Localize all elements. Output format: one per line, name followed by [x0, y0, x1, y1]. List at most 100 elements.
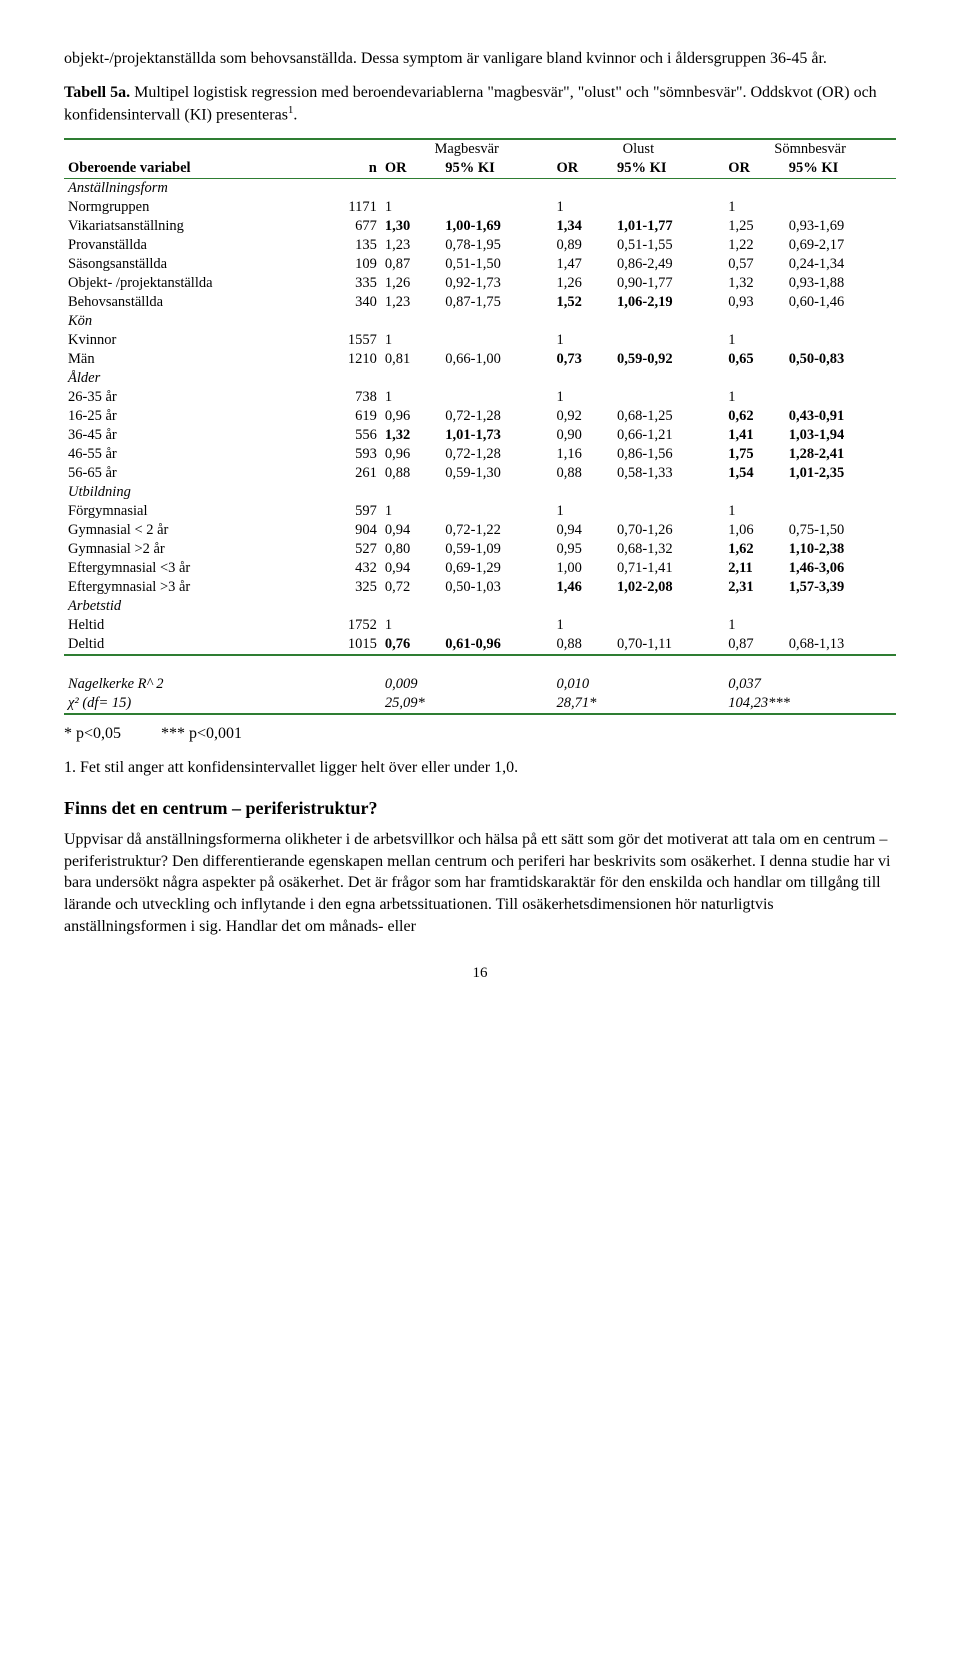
table-cell: 593 — [316, 445, 381, 464]
table-cell: 0,69-1,29 — [441, 559, 552, 578]
table-cell: 0,71-1,41 — [613, 559, 724, 578]
stats-value-cell: 0,037 — [724, 675, 896, 694]
table-cell: 1,00 — [553, 559, 613, 578]
stats-label-cell: Nagelkerke R^ 2 — [64, 675, 316, 694]
table-cell: 0,59-1,30 — [441, 464, 552, 483]
table-cell: 1557 — [316, 331, 381, 350]
table-row: 46-55 år5930,960,72-1,281,160,86-1,561,7… — [64, 445, 896, 464]
table-cell: Deltid — [64, 635, 316, 655]
table-cell: 0,72 — [381, 578, 441, 597]
stats-value-cell: 28,71* — [553, 694, 725, 714]
table-cell: 0,70-1,26 — [613, 521, 724, 540]
table-cell: 1 — [381, 198, 441, 217]
table-cell: 1,26 — [381, 274, 441, 293]
table-cell — [316, 675, 381, 694]
table-cell: 0,73 — [553, 350, 613, 369]
table-cell — [441, 616, 552, 635]
table-header-group-row: Magbesvär Olust Sömnbesvär — [64, 139, 896, 159]
table-cell: 1,32 — [724, 274, 784, 293]
table-cell: 0,96 — [381, 445, 441, 464]
table-cell: 1,16 — [553, 445, 613, 464]
table-cell: 0,93 — [724, 293, 784, 312]
table-cell: 1171 — [316, 198, 381, 217]
table-label: Tabell 5a. — [64, 84, 130, 101]
table-cell: 904 — [316, 521, 381, 540]
table-stats-row: Nagelkerke R^ 20,0090,0100,037 — [64, 675, 896, 694]
table-cell: 46-55 år — [64, 445, 316, 464]
header-or-1: OR — [381, 159, 441, 179]
table-cell: 597 — [316, 502, 381, 521]
header-ki-3: 95% KI — [785, 159, 896, 179]
table-cell: 16-25 år — [64, 407, 316, 426]
table-cell: 1 — [553, 616, 613, 635]
table-cell: 1,54 — [724, 464, 784, 483]
table-cell: 0,90-1,77 — [613, 274, 724, 293]
table-cell: 1,41 — [724, 426, 784, 445]
table-cell — [613, 331, 724, 350]
table-cell: 0,68-1,25 — [613, 407, 724, 426]
table-cell: 0,87-1,75 — [441, 293, 552, 312]
table-row: Eftergymnasial <3 år4320,940,69-1,291,00… — [64, 559, 896, 578]
table-cell: 56-65 år — [64, 464, 316, 483]
table-cell: 0,69-2,17 — [785, 236, 896, 255]
table-cell: 1,52 — [553, 293, 613, 312]
table-cell: 0,66-1,21 — [613, 426, 724, 445]
table-cell: 0,62 — [724, 407, 784, 426]
table-cell: 36-45 år — [64, 426, 316, 445]
table-cell — [441, 502, 552, 521]
header-var: Oberoende variabel — [64, 159, 316, 179]
table-cell: Gymnasial < 2 år — [64, 521, 316, 540]
table-cell: 0,65 — [724, 350, 784, 369]
table-cell: 0,96 — [381, 407, 441, 426]
table-cell — [785, 331, 896, 350]
table-cell: 0,58-1,33 — [613, 464, 724, 483]
table-cell: 0,89 — [553, 236, 613, 255]
group-title-cell: Anställningsform — [64, 179, 896, 199]
table-cell: 0,72-1,22 — [441, 521, 552, 540]
table-cell: 340 — [316, 293, 381, 312]
table-group-header: Anställningsform — [64, 179, 896, 199]
table-cell: 1,30 — [381, 217, 441, 236]
table-cell: 1,02-2,08 — [613, 578, 724, 597]
table-cell — [785, 198, 896, 217]
table-cell: 2,11 — [724, 559, 784, 578]
table-cell: 135 — [316, 236, 381, 255]
table-cell: 0,87 — [381, 255, 441, 274]
col-group-3: Sömnbesvär — [724, 139, 896, 159]
table-cell: 0,68-1,32 — [613, 540, 724, 559]
table-cell: 0,68-1,13 — [785, 635, 896, 655]
page-number: 16 — [64, 965, 896, 982]
section-body: Uppvisar då anställningsformerna olikhet… — [64, 829, 896, 937]
table-row: 36-45 år5561,321,01-1,730,900,66-1,211,4… — [64, 426, 896, 445]
table-cell — [441, 388, 552, 407]
table-cell: 1,62 — [724, 540, 784, 559]
table-cell: 0,59-1,09 — [441, 540, 552, 559]
table-cell: 0,80 — [381, 540, 441, 559]
table-group-header: Ålder — [64, 369, 896, 388]
table-cell: 0,93-1,69 — [785, 217, 896, 236]
table-cell: 0,81 — [381, 350, 441, 369]
table-cell: 1,46 — [553, 578, 613, 597]
table-cell: Män — [64, 350, 316, 369]
table-cell: 1,23 — [381, 236, 441, 255]
table-row: Eftergymnasial >3 år3250,720,50-1,031,46… — [64, 578, 896, 597]
table-cell: 0,50-1,03 — [441, 578, 552, 597]
header-or-2: OR — [553, 159, 613, 179]
significance-note: * p<0,05 *** p<0,001 — [64, 723, 896, 745]
stats-label-cell: χ² (df= 15) — [64, 694, 316, 714]
header-n: n — [316, 159, 381, 179]
table-cell: Eftergymnasial <3 år — [64, 559, 316, 578]
table-cell: 1,26 — [553, 274, 613, 293]
table-cell: 738 — [316, 388, 381, 407]
table-cell: 1 — [381, 388, 441, 407]
footnote: 1. Fet stil anger att konfidensintervall… — [64, 757, 896, 779]
table-cell: 677 — [316, 217, 381, 236]
table-cell: 0,51-1,55 — [613, 236, 724, 255]
table-cell — [613, 616, 724, 635]
table-cell: 1,23 — [381, 293, 441, 312]
table-cell: 432 — [316, 559, 381, 578]
table-cell: 0,70-1,11 — [613, 635, 724, 655]
table-cell: 1,25 — [724, 217, 784, 236]
table-header-row: Oberoende variabel n OR 95% KI OR 95% KI… — [64, 159, 896, 179]
table-cell: 1 — [381, 616, 441, 635]
